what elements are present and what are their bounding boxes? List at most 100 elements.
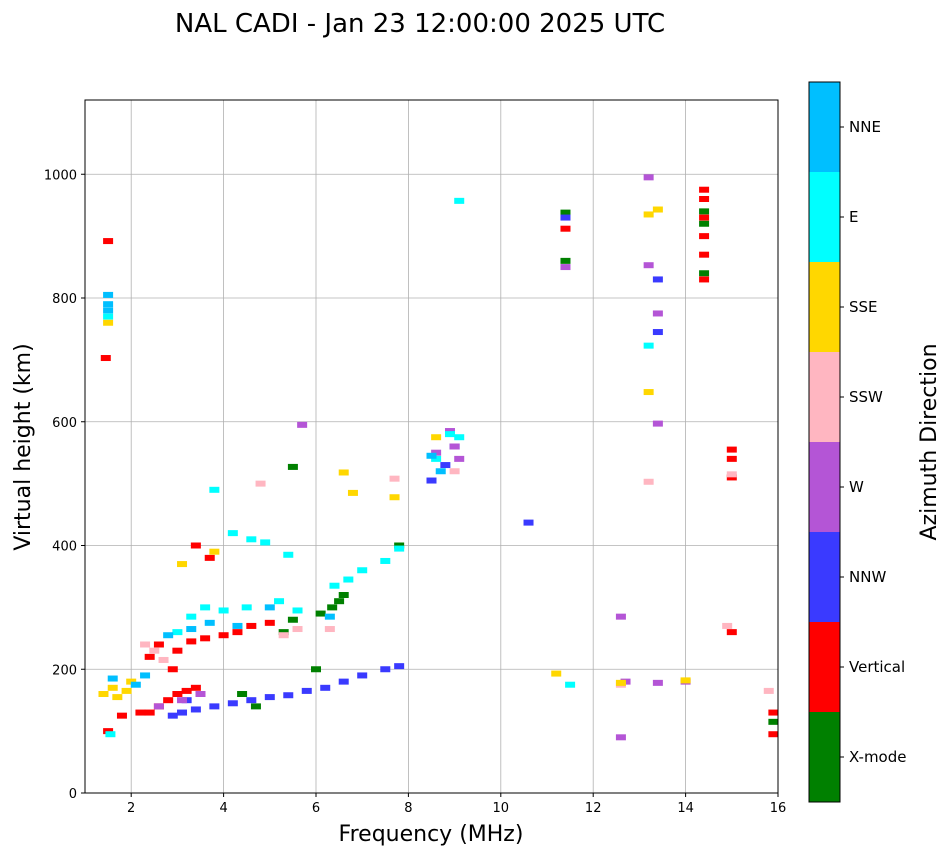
- data-point: [426, 452, 437, 459]
- data-point: [726, 474, 737, 481]
- data-point: [255, 480, 266, 487]
- data-point: [186, 638, 197, 645]
- data-point: [338, 678, 349, 685]
- data-point: [768, 718, 779, 725]
- data-point: [652, 329, 663, 336]
- data-point: [449, 468, 460, 475]
- data-point: [722, 622, 733, 629]
- data-points: [98, 174, 779, 741]
- data-point: [763, 687, 774, 694]
- x-tick-label: 8: [404, 801, 412, 816]
- data-point: [643, 174, 654, 181]
- data-point: [237, 691, 248, 697]
- data-point: [149, 647, 160, 654]
- series-vertical: [100, 186, 779, 738]
- data-point: [324, 626, 335, 633]
- data-point: [103, 238, 114, 245]
- data-point: [103, 313, 114, 320]
- data-point: [158, 656, 169, 663]
- y-axis-label: Virtual height (km): [11, 343, 36, 550]
- colorbar: X-mode Vertical NNW W SSW SSE E NNE: [808, 81, 906, 803]
- data-point: [103, 307, 114, 314]
- data-point: [227, 700, 238, 707]
- data-point: [560, 257, 571, 264]
- data-point: [380, 557, 391, 564]
- series-e: [103, 197, 654, 738]
- data-point: [260, 539, 271, 546]
- data-point: [209, 703, 220, 710]
- data-point: [347, 489, 358, 496]
- data-point: [565, 681, 576, 688]
- data-point: [107, 684, 118, 691]
- data-point: [338, 469, 349, 476]
- data-point: [172, 691, 183, 697]
- data-point: [246, 697, 257, 704]
- data-point: [278, 632, 289, 639]
- data-point: [652, 310, 663, 317]
- data-point: [560, 225, 571, 232]
- data-point: [615, 679, 626, 686]
- data-point: [652, 206, 663, 213]
- data-point: [768, 731, 779, 738]
- data-point: [105, 731, 116, 738]
- data-point: [190, 542, 201, 549]
- colorbar-segment: [809, 622, 840, 712]
- data-point: [144, 653, 155, 660]
- data-point: [181, 687, 192, 694]
- data-point: [699, 220, 710, 227]
- y-tick-label: 400: [52, 540, 77, 555]
- data-point: [287, 616, 298, 623]
- data-point: [200, 635, 211, 642]
- data-point: [287, 463, 298, 470]
- chart-title: NAL CADI - Jan 23 12:00:00 2025 UTC: [175, 9, 665, 39]
- series-sse: [98, 206, 691, 701]
- data-point: [140, 672, 151, 679]
- x-tick-label: 12: [585, 801, 602, 816]
- plot-frame: [84, 99, 779, 794]
- y-tick-label: 0: [69, 787, 77, 802]
- data-point: [227, 530, 238, 537]
- data-point: [444, 428, 455, 435]
- data-point: [435, 468, 446, 475]
- data-point: [103, 728, 114, 735]
- data-point: [726, 455, 737, 462]
- series-x-mode: [237, 208, 779, 725]
- data-point: [449, 443, 460, 450]
- x-axis-label: Frequency (MHz): [339, 822, 524, 847]
- data-point: [652, 276, 663, 283]
- data-point: [380, 666, 391, 673]
- data-point: [389, 475, 400, 482]
- data-point: [232, 622, 243, 629]
- data-point: [394, 663, 405, 670]
- y-axis: 0 200 400 600 800 1000: [44, 168, 85, 802]
- data-point: [699, 196, 710, 202]
- colorbar-label: E: [849, 208, 858, 226]
- data-point: [232, 629, 243, 636]
- data-point: [643, 342, 654, 349]
- data-point: [615, 734, 626, 741]
- data-point: [311, 666, 321, 673]
- data-point: [177, 697, 188, 704]
- colorbar-segment: [809, 532, 840, 622]
- x-tick-label: 10: [493, 801, 510, 816]
- data-point: [144, 709, 155, 716]
- data-point: [343, 576, 354, 583]
- data-point: [112, 694, 123, 701]
- data-point: [680, 677, 691, 684]
- data-point: [699, 251, 710, 258]
- data-point: [177, 709, 188, 716]
- data-point: [204, 619, 215, 626]
- data-point: [172, 629, 183, 636]
- data-point: [264, 604, 275, 611]
- data-point: [130, 681, 141, 688]
- x-tick-label: 2: [127, 801, 135, 816]
- data-point: [297, 421, 308, 428]
- colorbar-segment: [809, 262, 840, 352]
- data-point: [190, 706, 201, 713]
- data-point: [726, 471, 737, 478]
- colorbar-title: Azimuth Direction: [917, 343, 942, 540]
- data-point: [327, 604, 338, 611]
- data-point: [454, 434, 465, 441]
- data-point: [163, 632, 174, 639]
- data-point: [699, 214, 710, 221]
